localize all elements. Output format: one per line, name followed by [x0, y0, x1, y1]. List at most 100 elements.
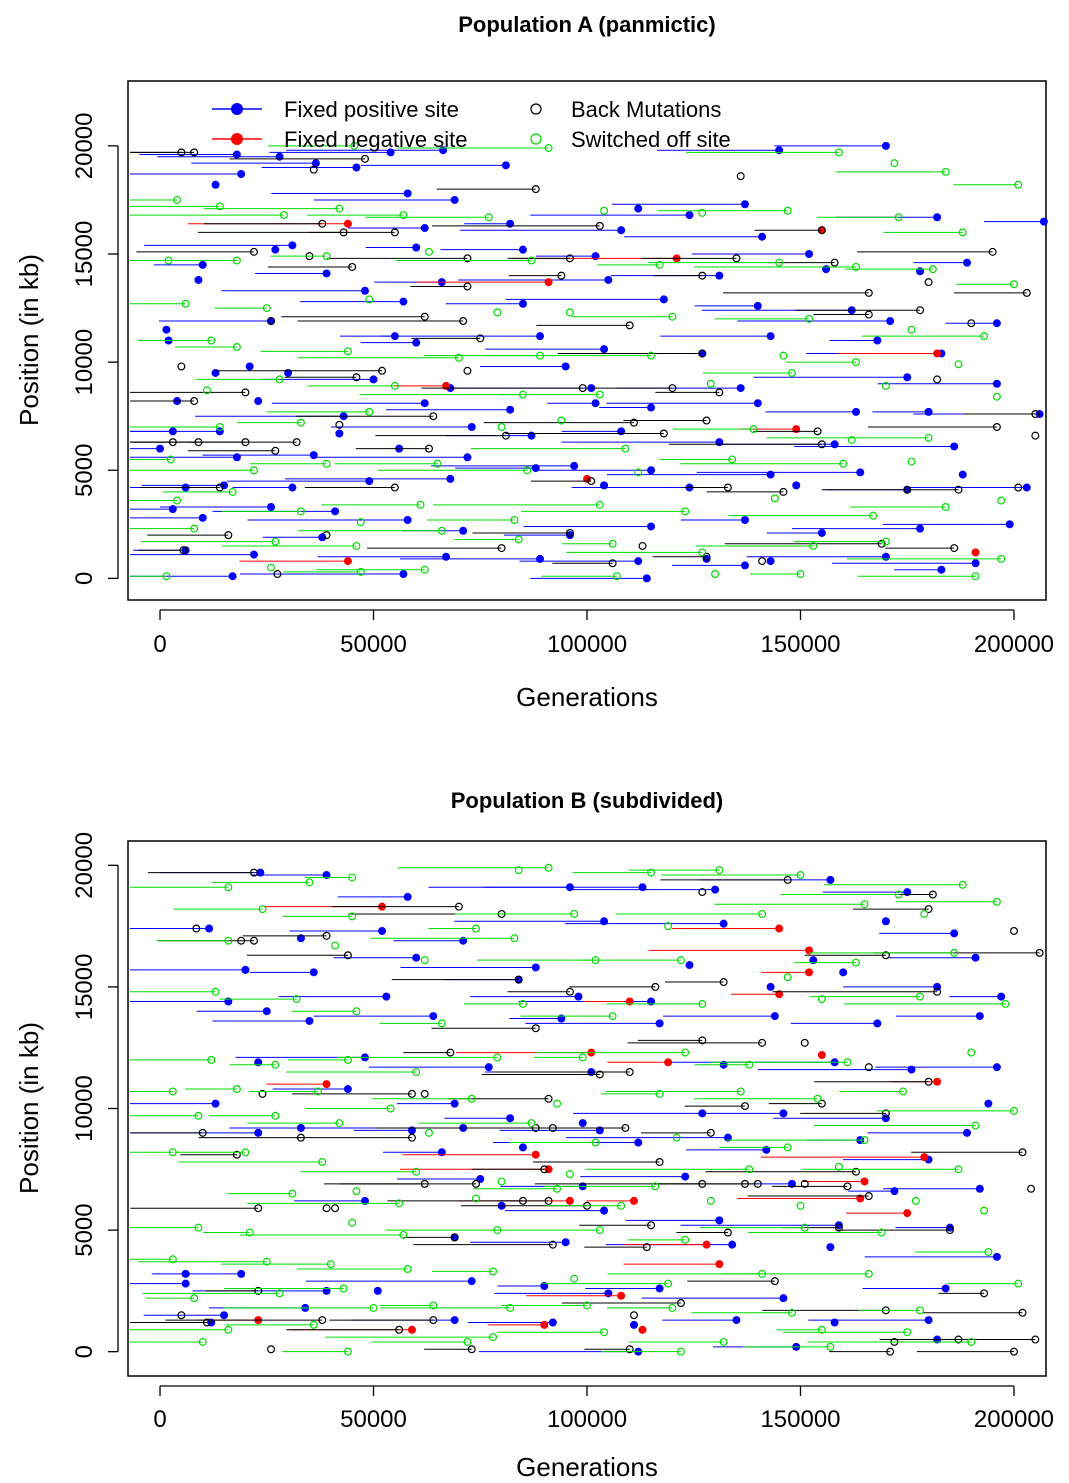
point-fixed-positive-site — [211, 180, 220, 189]
point-back-mutations — [420, 1089, 429, 1098]
legend-label: Back Mutations — [571, 97, 721, 122]
point-back-mutations — [565, 528, 574, 537]
point-fixed-positive-site — [501, 161, 510, 170]
point-switched-off-site — [224, 883, 233, 892]
point-fixed-positive-site — [369, 375, 378, 384]
point-switched-off-site — [395, 1199, 404, 1208]
point-fixed-positive-site — [531, 963, 540, 972]
point-switched-off-site — [992, 897, 1001, 906]
point-switched-off-site — [467, 1094, 476, 1103]
point-switched-off-site — [305, 878, 314, 887]
point-fixed-positive-site — [1039, 217, 1048, 226]
point-switched-off-site — [894, 213, 903, 222]
point-back-mutations — [881, 1109, 890, 1118]
point-back-mutations — [916, 306, 925, 315]
point-fixed-positive-site — [817, 528, 826, 537]
point-back-mutations — [198, 1128, 207, 1137]
point-back-mutations — [425, 444, 434, 453]
point-fixed-positive-site — [997, 992, 1006, 1001]
point-switched-off-site — [950, 948, 959, 957]
legend-marker — [530, 133, 542, 145]
point-back-mutations — [988, 247, 997, 256]
point-back-mutations — [322, 931, 331, 940]
x-tick-label: 200000 — [974, 1406, 1054, 1433]
point-back-mutations — [249, 868, 258, 877]
point-fixed-positive-site — [211, 368, 220, 377]
point-switched-off-site — [318, 1157, 327, 1166]
point-switched-off-site — [356, 518, 365, 527]
point-switched-off-site — [809, 541, 818, 550]
point-switched-off-site — [676, 1347, 685, 1356]
point-switched-off-site — [292, 995, 301, 1004]
legend-item-fixed-negative: Fixed negative site — [212, 127, 467, 152]
point-switched-off-site — [557, 416, 566, 425]
point-switched-off-site — [745, 1165, 754, 1174]
point-back-mutations — [454, 902, 463, 911]
point-back-mutations — [625, 1068, 634, 1077]
point-switched-off-site — [992, 392, 1001, 401]
point-switched-off-site — [262, 304, 271, 313]
point-switched-off-site — [350, 141, 359, 150]
point-fixed-positive-site — [950, 929, 959, 938]
point-switched-off-site — [309, 1320, 318, 1329]
point-switched-off-site — [1014, 180, 1023, 189]
point-switched-off-site — [617, 1201, 626, 1210]
y-tick-label: 10000 — [71, 329, 98, 396]
point-fixed-positive-site — [642, 574, 651, 583]
point-fixed-positive-site — [753, 301, 762, 310]
point-fixed-positive-site — [288, 483, 297, 492]
point-fixed-positive-site — [719, 919, 728, 928]
point-switched-off-site — [412, 1167, 421, 1176]
point-back-mutations — [190, 148, 199, 157]
point-back-mutations — [407, 1089, 416, 1098]
point-switched-off-site — [608, 1012, 617, 1021]
point-fixed-positive-site — [254, 1128, 263, 1137]
point-fixed-negative-site — [715, 1260, 724, 1269]
point-back-mutations — [834, 1223, 843, 1232]
point-switched-off-site — [352, 1187, 361, 1196]
point-back-mutations — [676, 1299, 685, 1308]
point-switched-off-site — [553, 1099, 562, 1108]
y-tick-label: 10000 — [71, 1075, 98, 1142]
point-switched-off-site — [224, 1325, 233, 1334]
point-back-mutations — [1027, 1184, 1036, 1193]
point-back-mutations — [706, 1128, 715, 1137]
point-switched-off-site — [600, 1328, 609, 1337]
point-switched-off-site — [484, 213, 493, 222]
point-switched-off-site — [527, 256, 536, 265]
point-switched-off-site — [698, 548, 707, 557]
point-back-mutations — [954, 485, 963, 494]
point-switched-off-site — [634, 468, 643, 477]
point-switched-off-site — [890, 159, 899, 168]
point-switched-off-site — [198, 1337, 207, 1346]
point-switched-off-site — [664, 1279, 673, 1288]
point-switched-off-site — [493, 1053, 502, 1062]
point-switched-off-site — [787, 368, 796, 377]
point-fixed-positive-site — [826, 1243, 835, 1252]
point-back-mutations — [817, 226, 826, 235]
point-back-mutations — [595, 221, 604, 230]
point-fixed-positive-site — [856, 468, 865, 477]
point-fixed-positive-site — [237, 1269, 246, 1278]
point-back-mutations — [924, 278, 933, 287]
point-back-mutations — [501, 431, 510, 440]
legend-label: Switched off site — [571, 127, 731, 152]
point-back-mutations — [429, 412, 438, 421]
point-back-mutations — [273, 570, 282, 579]
point-fixed-positive-site — [617, 427, 626, 436]
point-back-mutations — [595, 1070, 604, 1079]
point-fixed-positive-site — [220, 481, 229, 490]
point-switched-off-site — [813, 1094, 822, 1103]
point-back-mutations — [702, 552, 711, 561]
point-switched-off-site — [335, 204, 344, 213]
point-fixed-positive-site — [399, 570, 408, 579]
point-switched-off-site — [288, 1189, 297, 1198]
point-back-mutations — [864, 1063, 873, 1072]
point-switched-off-site — [232, 256, 241, 265]
point-fixed-positive-site — [237, 169, 246, 178]
point-switched-off-site — [506, 1303, 515, 1312]
point-fixed-positive-site — [506, 1114, 515, 1123]
point-back-mutations — [817, 440, 826, 449]
point-back-mutations — [497, 544, 506, 553]
point-switched-off-site — [881, 381, 890, 390]
